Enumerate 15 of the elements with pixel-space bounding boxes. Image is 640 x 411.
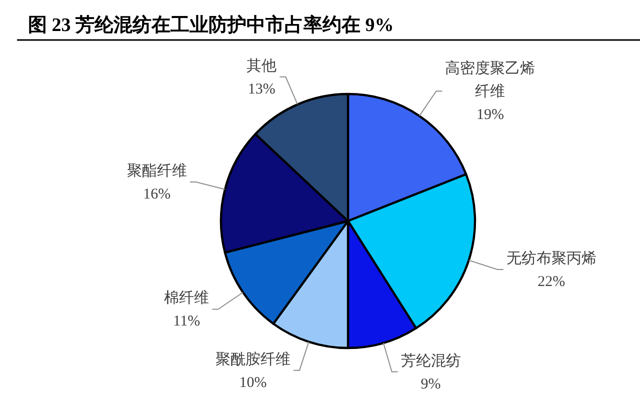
slice-label: 无纺布聚丙烯 (506, 250, 596, 268)
data-label: 11% (173, 314, 200, 330)
slice-label: 高密度聚乙烯纤维 (445, 60, 536, 100)
data-label: 10% (239, 374, 267, 391)
chart-title: 图 23 芳纶混纺在工业防护中市占率约在 9% (28, 14, 394, 36)
slice-label: 棉纤维 (164, 290, 210, 307)
slice-label: 聚酯纤维 (126, 162, 187, 180)
data-label: 9% (420, 376, 441, 392)
data-label: 22% (538, 274, 566, 290)
data-label: 19% (476, 107, 504, 124)
slice-label: 其他 (246, 57, 277, 74)
data-label: 13% (248, 81, 276, 98)
data-label: 16% (143, 186, 171, 202)
slice-label: 芳纶混纺 (400, 352, 461, 370)
slice-label: 聚酰胺纤维 (215, 350, 290, 368)
